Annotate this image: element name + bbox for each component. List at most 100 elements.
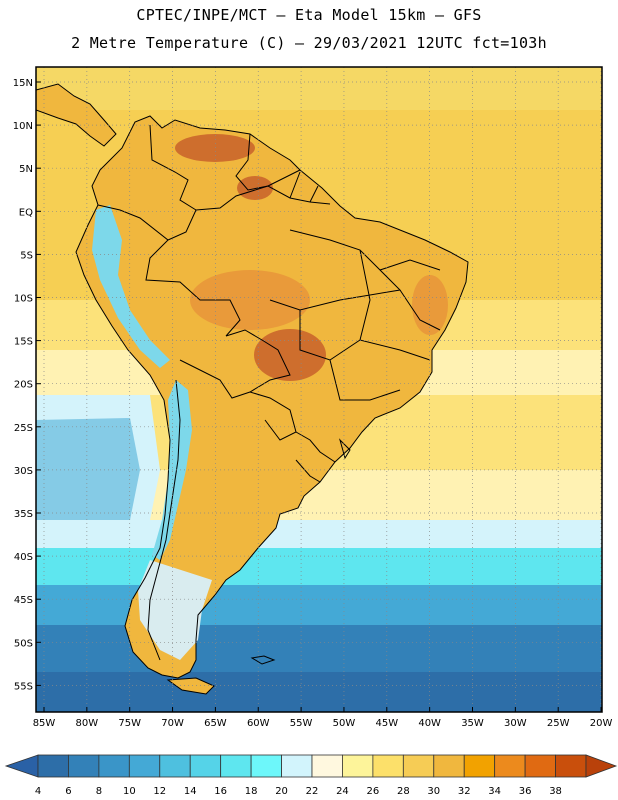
- coast-central-america: [36, 83, 117, 147]
- coastline: [75, 115, 469, 679]
- colorbar-swatch: [159, 754, 191, 778]
- ocean-band-north: [36, 67, 602, 110]
- lat-tick-label: 10S: [14, 294, 33, 305]
- colorbar-level-label: 12: [153, 786, 166, 797]
- lon-tick-label: 80W: [76, 718, 99, 729]
- colorbar-level-label: 34: [488, 786, 501, 797]
- colorbar-swatch: [281, 754, 313, 778]
- color-legend: 4 6 8 10 12 14 16 18 20 22 24 26 28 30 32 34 36 38: [4, 754, 618, 797]
- lat-tick-label: 55S: [14, 681, 33, 692]
- lat-tick-label: EQ: [19, 207, 33, 218]
- hot-zone-venezuela: [175, 134, 255, 162]
- border-chile-argentina: [147, 379, 181, 661]
- pacific-cold-core: [36, 418, 140, 520]
- continent-land: [36, 84, 468, 694]
- colorbar-level-label: 14: [184, 786, 197, 797]
- colorbar-swatch: [555, 754, 587, 778]
- map-field: [36, 67, 602, 712]
- colorbar-level-label: 28: [397, 786, 410, 797]
- colorbar-level-label: 8: [96, 786, 102, 797]
- colorbar-swatch: [98, 754, 130, 778]
- lon-tick-label: 30W: [504, 718, 527, 729]
- border-brazil-north: [195, 185, 331, 211]
- map-title: CPTEC/INPE/MCT – Eta Model 15km – GFS: [136, 6, 482, 24]
- border-colombia-venezuela: [149, 124, 197, 211]
- colorbar-swatch: [494, 754, 526, 778]
- lon-tick-label: 25W: [547, 718, 570, 729]
- border-argentina-brazil: [295, 431, 336, 463]
- colorbar-level-label: 4: [35, 786, 41, 797]
- colorbar-level-label: 6: [65, 786, 71, 797]
- colorbar-level-label: 30: [427, 786, 440, 797]
- colorbar-swatch: [189, 754, 222, 778]
- lon-tick-label: 55W: [290, 718, 313, 729]
- colorbar-level-label: 16: [214, 786, 227, 797]
- colorbar-level-label: 18: [245, 786, 258, 797]
- lon-tick-label: 65W: [204, 718, 227, 729]
- country-borders: [36, 83, 469, 695]
- latitude-tick-labels: 15N 10N 5N EQ 5S 10S 15S 20S 25S 30S 35S 40S 45S 50S 5…: [13, 78, 41, 692]
- border-colombia-south: [97, 204, 197, 241]
- ocean-band-cool: [36, 520, 602, 548]
- lat-tick-label: 10N: [13, 121, 33, 132]
- lon-tick-label: 70W: [161, 718, 184, 729]
- central-america-landmass: [36, 84, 116, 146]
- colorbar-swatch: [524, 754, 556, 778]
- border-venezuela-guyana: [235, 133, 269, 191]
- lon-tick-label: 40W: [418, 718, 441, 729]
- ocean-band-deepest: [36, 672, 602, 712]
- lon-tick-label: 60W: [247, 718, 270, 729]
- border-bolivia: [179, 329, 291, 399]
- lat-tick-label: 15N: [13, 78, 33, 89]
- coast-tierra-del-fuego: [166, 677, 215, 695]
- colorbar-level-label: 36: [519, 786, 532, 797]
- lon-tick-label: 45W: [375, 718, 398, 729]
- lat-tick-label: 30S: [14, 466, 33, 477]
- ocean-band-teal: [36, 585, 602, 625]
- colorbar-level-label: 20: [275, 786, 288, 797]
- hot-zone-mato-grosso: [254, 329, 326, 381]
- colorbar-under-arrow: [4, 754, 39, 778]
- lon-tick-label: 85W: [33, 718, 56, 729]
- colorbar-level-label: 24: [336, 786, 349, 797]
- lat-tick-label: 40S: [14, 552, 33, 563]
- lat-tick-label: 5S: [20, 250, 33, 261]
- colorbar-level-label: 38: [549, 786, 562, 797]
- map-subtitle: 2 Metre Temperature (C) – 29/03/2021 12U…: [71, 34, 547, 52]
- lat-tick-label: 45S: [14, 595, 33, 606]
- longitude-tick-labels: 85W 80W 75W 70W 65W 60W 55W 50W 45W 40W 35W 30W 25W 2…: [33, 707, 612, 729]
- land-hot-zones: [175, 134, 448, 381]
- colorbar-swatch: [342, 754, 374, 778]
- colorbar-swatch: [372, 754, 404, 778]
- colorbar-swatch: [463, 754, 496, 778]
- patagonia-cool: [138, 560, 212, 660]
- border-uruguay: [295, 459, 321, 483]
- colorbar-swatch: [311, 754, 343, 778]
- border-peru-brazil: [145, 239, 241, 337]
- lat-tick-label: 50S: [14, 638, 33, 649]
- lat-tick-label: 15S: [14, 337, 33, 348]
- lagoa-dos-patos: [339, 438, 351, 460]
- lat-tick-label: 5N: [19, 164, 33, 175]
- colorbar-swatch: [37, 754, 69, 778]
- colorbar-level-label: 22: [306, 786, 319, 797]
- tierra-del-fuego: [168, 678, 214, 694]
- lon-tick-label: 75W: [118, 718, 141, 729]
- colorbar-level-label: 32: [458, 786, 471, 797]
- lat-tick-label: 25S: [14, 423, 33, 434]
- andes-cold-strip-north: [92, 205, 170, 368]
- colorbar-swatch: [402, 754, 435, 778]
- colorbar-level-label: 26: [367, 786, 380, 797]
- colorbar-level-label: 10: [123, 786, 136, 797]
- lon-tick-label: 50W: [333, 718, 356, 729]
- colorbar-swatch: [220, 754, 252, 778]
- colorbar-over-arrow: [585, 754, 618, 778]
- south-america-landmass: [76, 116, 468, 678]
- lat-tick-label: 20S: [14, 380, 33, 391]
- lon-tick-label: 35W: [461, 718, 484, 729]
- falkland-islands: [250, 655, 276, 665]
- ocean-band-deep: [36, 625, 602, 672]
- hot-zone-central: [190, 270, 310, 330]
- border-paraguay: [249, 391, 297, 441]
